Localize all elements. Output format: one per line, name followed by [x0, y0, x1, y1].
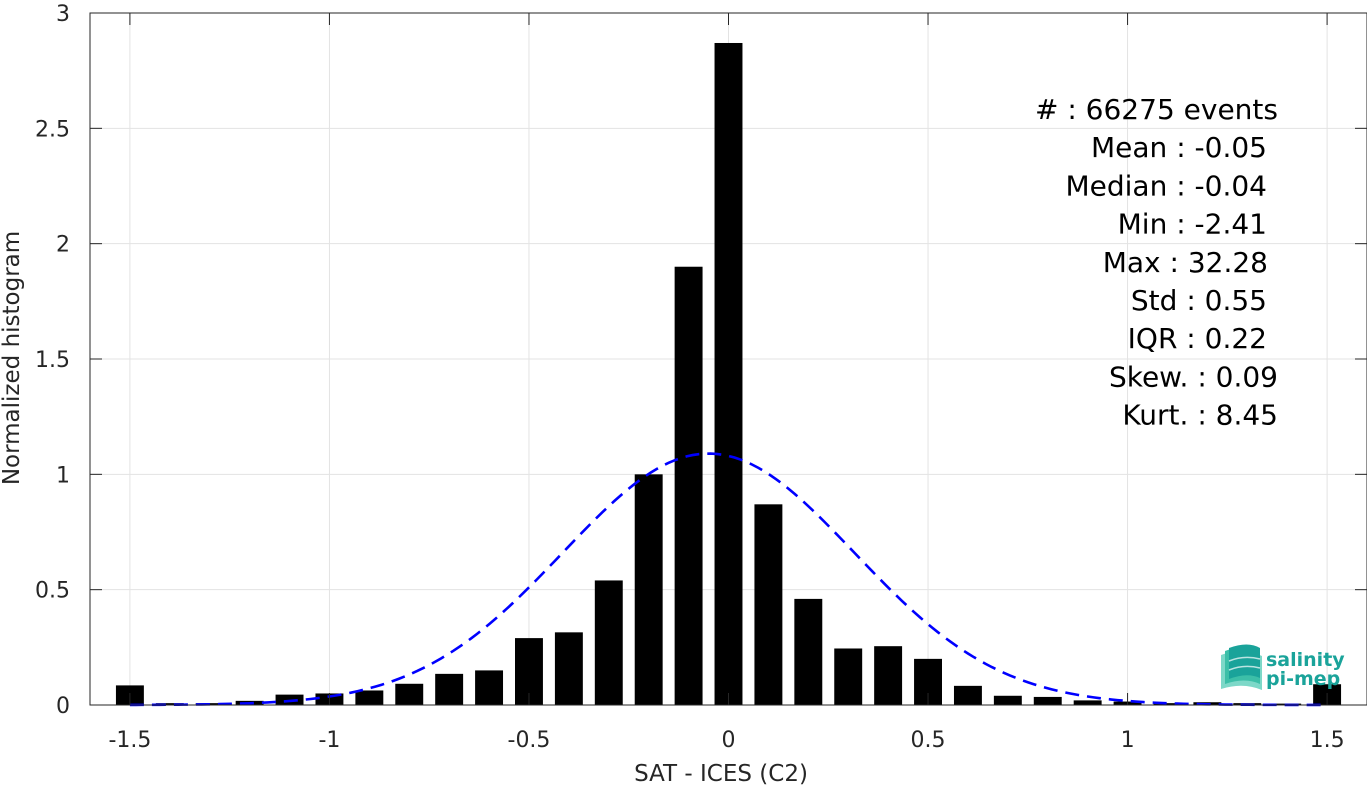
- histogram-bar: [794, 598, 823, 705]
- logo-text-line2: pi-mep: [1266, 668, 1340, 690]
- x-tick-labels: -1.5 -1 -0.5 0 0.5 1 1.5: [108, 728, 1344, 753]
- histogram-bar: [355, 690, 384, 705]
- histogram-bar: [594, 580, 623, 705]
- y-tick-label: 1: [56, 463, 70, 488]
- stats-line: Max : 32.28: [1103, 246, 1268, 279]
- axes-box: [89, 12, 1367, 706]
- histogram-bar: [435, 673, 464, 705]
- x-tick-label: 0.5: [911, 728, 946, 753]
- histogram-bar: [1073, 700, 1102, 705]
- y-axis-label: Normalized histogram: [0, 231, 25, 485]
- x-tick-label: -0.5: [508, 728, 551, 753]
- y-tick-label: 0.5: [35, 579, 70, 604]
- y-tick-label: 1.5: [35, 348, 70, 373]
- stats-line: Kurt. : 8.45: [1122, 399, 1278, 432]
- stats-line: Std : 0.55: [1131, 284, 1267, 317]
- stats-line: Skew. : 0.09: [1109, 360, 1278, 393]
- y-tick-label: 2.5: [35, 117, 70, 142]
- histogram-bar: [155, 703, 184, 705]
- histogram-bar: [874, 646, 903, 705]
- histogram-bar: [714, 42, 743, 705]
- histogram-bar: [674, 266, 703, 705]
- logo-icon: [1221, 644, 1262, 690]
- stats-line: Min : -2.41: [1118, 208, 1267, 241]
- histogram-bar: [634, 474, 663, 705]
- x-tick-label: -1.5: [108, 728, 151, 753]
- x-tick-label: 1.5: [1310, 728, 1345, 753]
- statistics-box: # : 66275 events Mean : -0.05 Median : -0.…: [1035, 93, 1278, 432]
- y-tick-label: 2: [56, 233, 70, 258]
- stats-line: Median : -0.04: [1065, 169, 1267, 202]
- histogram-bar: [475, 670, 504, 705]
- histogram-bar: [754, 504, 783, 705]
- histogram-bar: [1153, 703, 1182, 705]
- stats-line: IQR : 0.22: [1128, 322, 1267, 355]
- y-tick-label: 0: [56, 694, 70, 719]
- stats-line: # : 66275 events: [1035, 93, 1278, 126]
- x-tick-label: -1: [318, 728, 340, 753]
- histogram-bar: [395, 683, 424, 705]
- salinity-pi-mep-logo: salinity pi-mep: [1221, 644, 1345, 690]
- logo-text-line1: salinity: [1266, 649, 1345, 671]
- y-tick-label: 3: [56, 2, 70, 27]
- x-tick-label: 1: [1121, 728, 1135, 753]
- histogram-bar: [993, 695, 1022, 705]
- x-tick-label: 0: [722, 728, 736, 753]
- histogram-bar: [554, 632, 583, 705]
- histogram-bar: [834, 648, 863, 705]
- histogram-bar: [1033, 696, 1062, 705]
- stats-line: Mean : -0.05: [1091, 131, 1267, 164]
- x-axis-label: SAT - ICES (C2): [634, 761, 808, 785]
- y-tick-labels: 0 0.5 1 1.5 2 2.5 3: [35, 2, 70, 719]
- histogram-bar: [953, 685, 982, 705]
